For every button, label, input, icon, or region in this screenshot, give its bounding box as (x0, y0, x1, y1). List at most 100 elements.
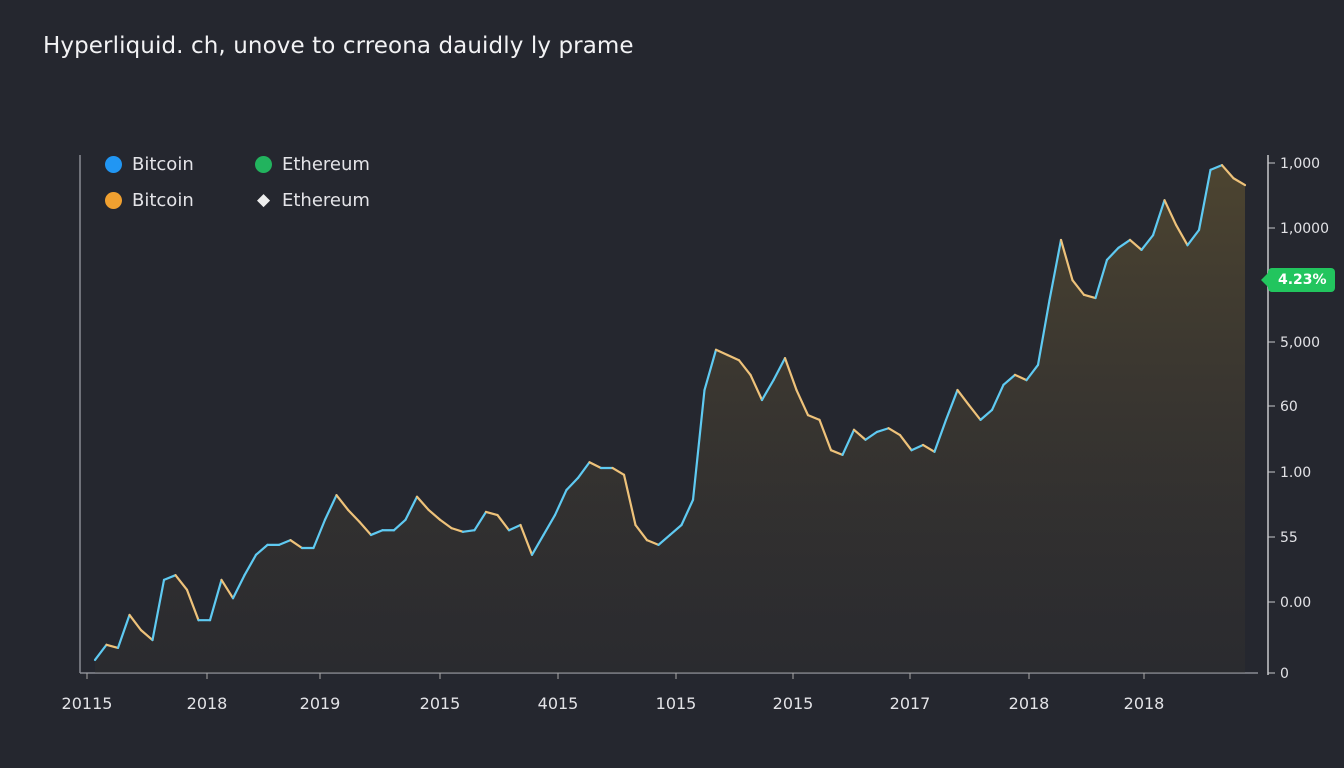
price-segment (346, 508, 361, 523)
legend-item-bitcoin-blue[interactable]: Bitcoin (105, 153, 255, 175)
legend-item-ethereum-diamond[interactable]: ◆ Ethereum (255, 189, 405, 211)
x-tick-label: 2017 (890, 694, 931, 713)
price-segment (898, 433, 913, 452)
price-segment (484, 510, 499, 517)
legend: Bitcoin Ethereum Bitcoin ◆ Ethereum (105, 153, 405, 211)
legend-label: Bitcoin (132, 153, 194, 175)
price-segment (1220, 164, 1235, 180)
price-segment (93, 643, 108, 662)
price-segment (1036, 299, 1051, 367)
price-segment (1197, 168, 1212, 232)
price-segment (944, 388, 959, 421)
price-segment (760, 379, 775, 402)
price-segment (772, 357, 787, 382)
price-segment (208, 578, 223, 622)
x-tick-label: 2019 (300, 694, 341, 713)
price-segment (990, 383, 1005, 412)
y-tick-label: 0 (1280, 666, 1289, 682)
bitcoin-orange-icon (105, 191, 122, 209)
price-segment (220, 578, 235, 600)
y-tick-label: 0.00 (1280, 595, 1311, 611)
price-segment (243, 553, 258, 577)
price-segment (806, 414, 821, 421)
price-segment (634, 523, 649, 542)
y-tick-label: 1,0000 (1280, 221, 1329, 237)
price-segment (714, 348, 729, 357)
price-segment (622, 473, 637, 527)
price-segment (921, 443, 936, 453)
price-segment (795, 388, 810, 417)
price-segment (151, 578, 166, 642)
price-segment (1117, 238, 1132, 249)
price-segment (473, 510, 488, 532)
price-segment (576, 461, 591, 480)
legend-item-ethereum-green[interactable]: Ethereum (255, 153, 405, 175)
price-segment (438, 518, 453, 530)
price-segment (956, 388, 971, 407)
price-segment (841, 428, 856, 457)
price-segment (645, 539, 660, 546)
price-segment (128, 613, 143, 632)
y-tick-label: 60 (1280, 399, 1298, 415)
price-segment (174, 574, 189, 591)
legend-label: Bitcoin (132, 189, 194, 211)
price-segment (312, 518, 327, 550)
ethereum-green-icon (255, 155, 272, 173)
price-segment (979, 408, 994, 421)
price-segment (427, 508, 442, 521)
price-segment (691, 388, 706, 501)
price-segment (910, 443, 925, 452)
y-tick-label: 5,000 (1280, 335, 1320, 351)
price-segment (404, 495, 419, 521)
price-segment (116, 613, 131, 649)
price-segment (1128, 238, 1143, 251)
price-segment (1094, 258, 1109, 300)
x-tick-label: 2018 (1009, 694, 1050, 713)
price-segment (668, 523, 683, 537)
price-segment (254, 543, 269, 556)
x-tick-label: 4015 (538, 694, 579, 713)
price-segment (565, 476, 580, 492)
x-tick-label: 20115 (62, 694, 113, 713)
price-segment (749, 373, 764, 402)
price-segment (519, 523, 534, 556)
price-segment (1151, 199, 1166, 237)
price-segment (1232, 177, 1247, 187)
price-segment (703, 348, 718, 392)
area-fill (95, 165, 1245, 673)
price-segment (852, 428, 867, 441)
x-tick-label: 1015 (656, 694, 697, 713)
price-segment (1048, 238, 1063, 302)
price-segment (415, 495, 430, 511)
price-segment (289, 539, 304, 550)
price-segment (139, 629, 154, 642)
price-segment (496, 513, 511, 532)
change-badge: 4.23% (1261, 268, 1335, 292)
legend-item-bitcoin-orange[interactable]: Bitcoin (105, 189, 255, 211)
price-segment (542, 513, 557, 537)
legend-label: Ethereum (282, 189, 370, 211)
x-tick-label: 2015 (773, 694, 814, 713)
y-tick-label: 55 (1280, 530, 1298, 546)
price-segment (1082, 293, 1097, 300)
price-segment (829, 449, 844, 457)
price-segment (611, 466, 626, 476)
price-segment (461, 529, 476, 533)
price-segment (818, 418, 833, 452)
price-segment (1140, 234, 1155, 251)
y-tick-label: 1.00 (1280, 465, 1311, 481)
price-segment (507, 523, 522, 532)
price-segment (1163, 199, 1178, 226)
x-tick-label: 2015 (420, 694, 461, 713)
price-segment (553, 488, 568, 517)
y-tick-label: 1,000 (1280, 156, 1320, 172)
chart-title: Hyperliquid. ch, unove to crreona dauidl… (43, 33, 634, 59)
price-segment (1013, 373, 1028, 382)
price-segment (875, 427, 890, 433)
price-segment (358, 520, 373, 537)
price-segment (887, 427, 902, 437)
price-segment (1002, 373, 1017, 386)
price-segment (783, 357, 798, 392)
price-segment (369, 529, 384, 537)
price-segment (530, 533, 545, 556)
